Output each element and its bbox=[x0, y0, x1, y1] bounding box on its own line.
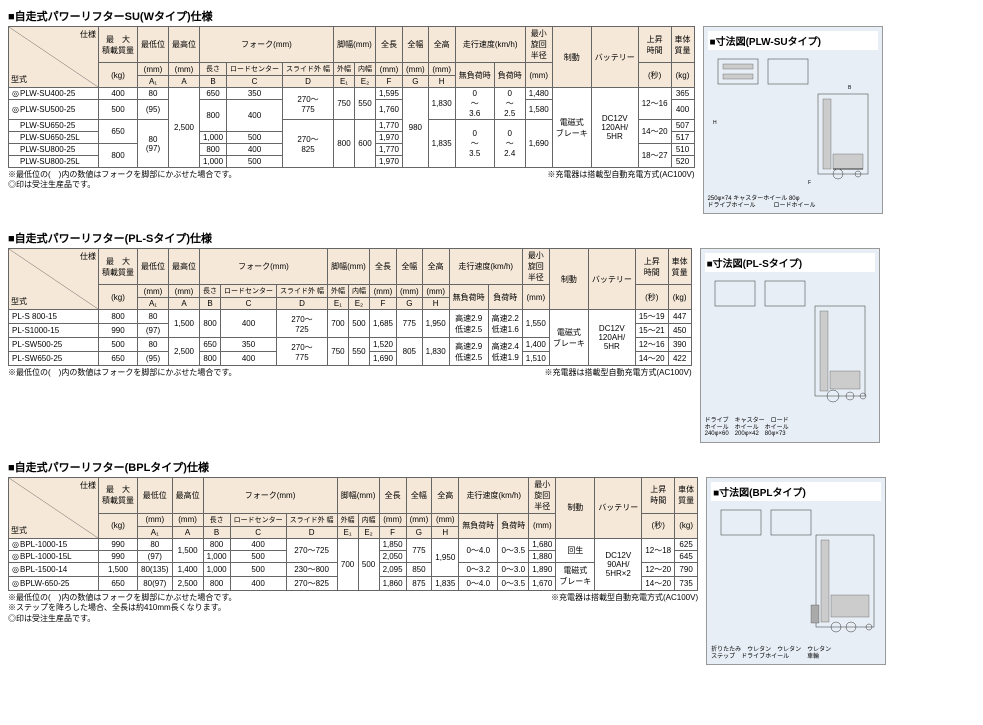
diagram-svg-1: H F B bbox=[708, 54, 878, 194]
svg-text:H: H bbox=[713, 120, 717, 126]
diagram-2: ■寸法図(PL-Sタイプ) ドライブ キャスター ロード ホイール ホイール ホ… bbox=[700, 248, 880, 443]
table-row: ◎BPL-1000-15 990 80 1,500 800 400 270〜72… bbox=[9, 538, 698, 550]
note-right-2: ※充電器は搭載型自動充電方式(AC100V) bbox=[545, 368, 692, 378]
diagram-svg-2 bbox=[705, 276, 875, 416]
table-wrapper-3: 仕様 型式 最 大 積載質量 最低位 最高位 フォーク(mm) 脚幅(mm) 全… bbox=[8, 477, 698, 624]
note-right-3: ※充電器は搭載型自動充電方式(AC100V) bbox=[551, 593, 698, 624]
section-title-1: ■自走式パワーリフターSU(Wタイプ)仕様 bbox=[8, 8, 975, 24]
diag-footer-3: 折りたたみ ウレタン ウレタン ウレタン ステップ ドライブホイール 車輪 bbox=[711, 647, 881, 660]
spec-table-1: 仕様 型式 最 大 積載質量 最低位 最高位 フォーク(mm) 脚幅(mm) 全… bbox=[8, 26, 695, 168]
spec-table-2: 仕様 型式 最 大 積載質量 最低位 最高位 フォーク(mm) 脚幅(mm) 全… bbox=[8, 248, 692, 366]
section-title-2: ■自走式パワーリフター(PL-Sタイプ)仕様 bbox=[8, 230, 975, 246]
diag-footer-1: 250φ×74 キャスターホイール 80φ ドライブホイール ロードホイール bbox=[708, 196, 878, 209]
note-right-1: ※充電器は搭載型自動充電方式(AC100V) bbox=[547, 170, 694, 191]
diagram-title-3: ■寸法図(BPLタイプ) bbox=[711, 482, 881, 501]
diagram-1: ■寸法図(PLW-SUタイプ) H F B 250φ×74 キャスターホイール … bbox=[703, 26, 883, 214]
table-wrapper-2: 仕様 型式 最 大 積載質量 最低位 最高位 フォーク(mm) 脚幅(mm) 全… bbox=[8, 248, 692, 378]
table-wrapper-1: 仕様 型式 最 大 積載質量 最低位 最高位 フォーク(mm) 脚幅(mm) 全… bbox=[8, 26, 695, 191]
notes-2: ※最低位の( )内の数値はフォークを脚部にかぶせた場合です。 bbox=[8, 368, 237, 378]
diagram-3: ■寸法図(BPLタイプ) 折りたたみ ウレタン ウレタン ウレタン ステップ ド… bbox=[706, 477, 886, 665]
notes-1: ※最低位の( )内の数値はフォークを脚部にかぶせた場合です。 ◎印は受注生産品で… bbox=[8, 170, 237, 191]
notes-3: ※最低位の( )内の数値はフォークを脚部にかぶせた場合です。 ※ステップを降ろし… bbox=[8, 593, 237, 624]
svg-text:B: B bbox=[848, 85, 852, 91]
section-pls: ■自走式パワーリフター(PL-Sタイプ)仕様 仕様 型式 最 大 積載質量 最低… bbox=[8, 230, 975, 443]
section-su: ■自走式パワーリフターSU(Wタイプ)仕様 仕様 型式 最 大 積載質量 最低位… bbox=[8, 8, 975, 214]
diagram-title-1: ■寸法図(PLW-SUタイプ) bbox=[708, 31, 878, 50]
section-bpl: ■自走式パワーリフター(BPLタイプ)仕様 仕様 型式 最 大 積載質量 最低位… bbox=[8, 459, 975, 665]
diagram-title-2: ■寸法図(PL-Sタイプ) bbox=[705, 253, 875, 272]
diagram-svg-3 bbox=[711, 505, 881, 645]
svg-text:F: F bbox=[808, 180, 811, 186]
spec-table-3: 仕様 型式 最 大 積載質量 最低位 最高位 フォーク(mm) 脚幅(mm) 全… bbox=[8, 477, 698, 591]
table-row: PL-S 800-15 800 80 1,500 800 400 270〜 72… bbox=[9, 310, 692, 324]
diag-footer-2: ドライブ キャスター ロード ホイール ホイール ホイール 240φ×60 20… bbox=[705, 418, 875, 438]
table-row: ◎PLW-SU400-25 400 80 2,500 650 350 270〜 … bbox=[9, 88, 695, 100]
section-title-3: ■自走式パワーリフター(BPLタイプ)仕様 bbox=[8, 459, 975, 475]
